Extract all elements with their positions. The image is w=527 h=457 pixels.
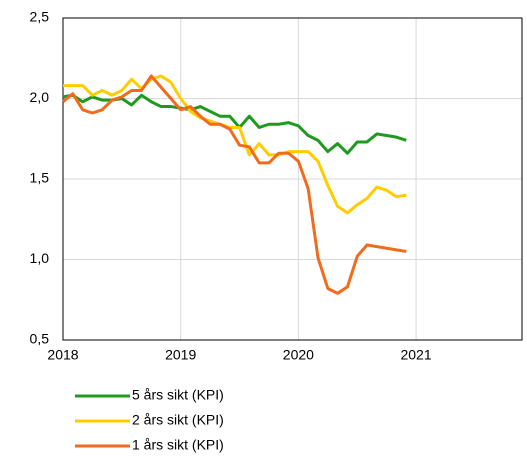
x-tick-label: 2019 [165, 347, 196, 363]
series-line [62, 93, 407, 155]
y-tick-label: 2,5 [30, 9, 50, 25]
x-tick-label: 2021 [400, 347, 431, 363]
y-tick-label: 1,0 [30, 250, 50, 266]
series-line [62, 74, 407, 295]
y-tick-label: 1,5 [30, 170, 50, 186]
plot-frame [62, 17, 523, 341]
legend-label: 5 års sikt (KPI) [132, 387, 224, 403]
y-tick-label: 0,5 [30, 331, 50, 347]
x-tick-label: 2018 [47, 347, 78, 363]
x-tick-label: 2020 [283, 347, 314, 363]
legend-label: 2 års sikt (KPI) [132, 412, 224, 428]
series-line [63, 74, 407, 215]
legend-label: 1 års sikt (KPI) [132, 437, 224, 453]
y-tick-label: 2,0 [30, 89, 50, 105]
